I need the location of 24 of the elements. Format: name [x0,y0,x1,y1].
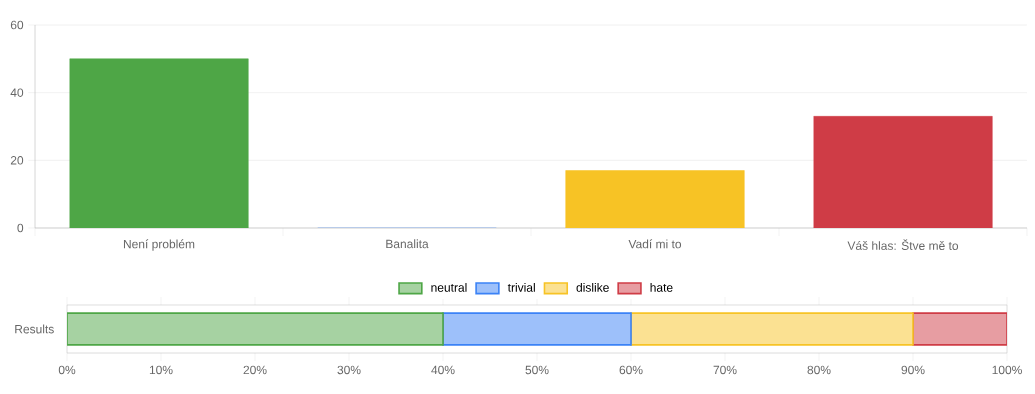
y-tick-label: 20 [10,156,24,165]
x-tick-label: 100% [992,365,1022,375]
x-tick-label: Není problém [123,239,195,251]
x-tick-label: Váš hlas: Štve mě to [847,239,959,250]
x-tick-label: 90% [901,365,925,375]
x-tick-label: 30% [337,365,361,375]
y-tick-label: 40 [10,88,24,97]
legend-label: trivial [507,282,535,292]
x-tick-label: Banalita [386,239,429,249]
y-tick-label: Results [15,324,54,334]
x-tick-label: 80% [807,365,831,375]
y-tick-label: 0 [17,223,24,233]
y-tick-label: 60 [10,20,24,30]
x-tick-label: 60% [619,365,643,375]
legend-label: dislike [576,282,609,292]
legend-label: hate [650,282,673,292]
x-tick-label: 50% [525,365,549,375]
x-tick-label: 0% [58,365,76,375]
x-tick-label: 40% [431,365,455,375]
x-tick-label: 10% [149,365,173,375]
x-tick-label: 70% [713,365,737,375]
x-tick-label: 20% [243,365,267,375]
x-tick-label: Vadí mi to [628,239,682,249]
legend-label: neutral [431,282,467,292]
